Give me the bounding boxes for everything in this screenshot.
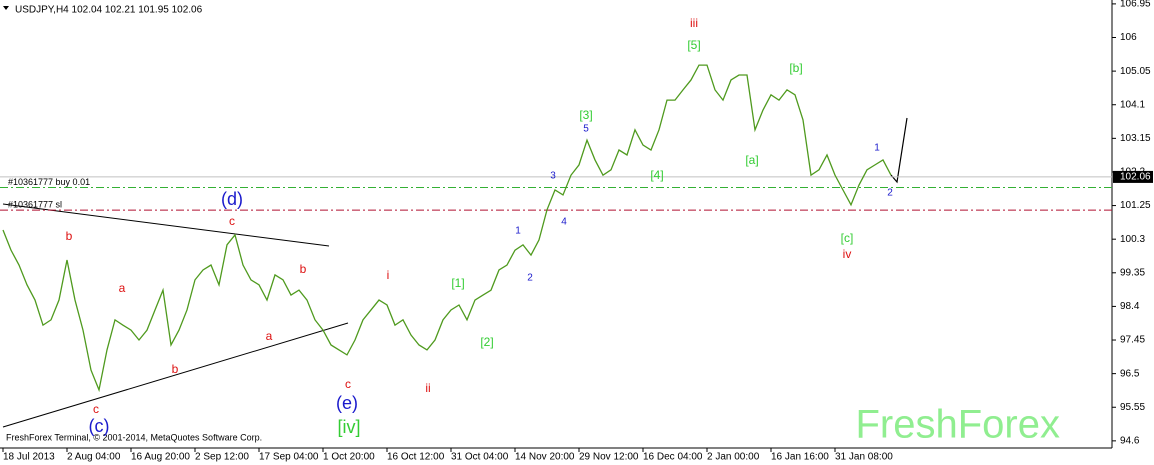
wave-label: 3: [550, 171, 556, 182]
chart-title: USDJPY,H4 102.04 102.21 101.95 102.06: [15, 5, 203, 16]
wave-label: (e): [336, 393, 358, 413]
y-tick-label: 94.6: [1120, 436, 1140, 447]
x-tick-label: 2 Sep 12:00: [195, 452, 249, 463]
wave-label: 2: [887, 188, 893, 199]
price-box: [1113, 170, 1153, 183]
wave-label: [1]: [451, 276, 464, 290]
x-tick-label: 2 Aug 04:00: [67, 452, 121, 463]
y-tick-label: 104.1: [1120, 99, 1145, 110]
wave-label: ii: [425, 381, 430, 395]
wave-label: b: [66, 229, 73, 243]
wave-label: i: [387, 268, 390, 282]
wave-label: [c]: [841, 231, 854, 245]
y-tick-label: 99.35: [1120, 267, 1145, 278]
x-tick-label: 17 Sep 04:00: [259, 452, 319, 463]
wave-label: [3]: [579, 108, 592, 122]
wave-label: iv: [843, 247, 852, 261]
menu-arrow: [3, 6, 9, 10]
y-tick-label: 101.25: [1120, 200, 1151, 211]
wave-label: 1: [515, 226, 521, 237]
x-tick-label: 31 Jan 08:00: [835, 452, 893, 463]
wave-label: [a]: [745, 153, 758, 167]
y-tick-label: 103.15: [1120, 133, 1151, 144]
trend-line: [2, 203, 330, 247]
y-tick-label: 106.95: [1120, 0, 1151, 10]
y-tick-label: 97.45: [1120, 335, 1145, 346]
price-label: 102.06: [1120, 172, 1151, 183]
x-tick-label: 16 Oct 12:00: [387, 452, 445, 463]
wave-label: c: [93, 402, 99, 416]
x-tick-label: 2 Jan 00:00: [707, 452, 760, 463]
y-tick-label: 95.55: [1120, 402, 1145, 413]
wave-label: (d): [221, 189, 243, 209]
wave-label: 1: [874, 143, 880, 154]
wave-label: 2: [527, 273, 533, 284]
wave-label: a: [119, 281, 126, 295]
wave-label: 4: [561, 217, 567, 228]
y-tick-label: 96.5: [1120, 368, 1140, 379]
x-tick-label: 16 Jan 16:00: [771, 452, 829, 463]
x-tick-label: 14 Nov 20:00: [515, 452, 575, 463]
wave-label: [4]: [650, 168, 663, 182]
wave-label: b: [172, 362, 179, 376]
y-tick-label: 106: [1120, 32, 1137, 43]
x-tick-label: 1 Oct 20:00: [323, 452, 375, 463]
x-tick-label: 31 Oct 04:00: [451, 452, 509, 463]
wave-label: c: [229, 214, 235, 228]
order-label: #10361777 sl: [8, 200, 62, 210]
wave-label: iii: [690, 16, 698, 30]
y-tick-label: 98.4: [1120, 301, 1140, 312]
wave-label: (c): [89, 416, 110, 436]
wave-label: [iv]: [337, 417, 360, 437]
trend-line: [2, 322, 349, 428]
order-label: #10361777 buy 0.01: [8, 177, 90, 187]
wave-label: [5]: [687, 38, 700, 52]
price-line: [2, 64, 892, 393]
wave-label: c: [345, 377, 351, 391]
y-tick-label: 100.3: [1120, 234, 1145, 245]
y-tick-label: 105.05: [1120, 66, 1151, 77]
wave-label: [b]: [789, 61, 802, 75]
watermark: FreshForex: [856, 403, 1061, 447]
wave-label: b: [300, 262, 307, 276]
x-tick-label: 18 Jul 2013: [3, 452, 55, 463]
wave-label: [2]: [480, 335, 493, 349]
wave-label: a: [266, 329, 273, 343]
wave-label: 5: [583, 124, 589, 135]
x-tick-label: 16 Dec 04:00: [643, 452, 703, 463]
x-tick-label: 29 Nov 12:00: [579, 452, 639, 463]
x-tick-label: 16 Aug 20:00: [131, 452, 190, 463]
footer: FreshForex Terminal, © 2001-2014, MetaQu…: [6, 432, 262, 442]
